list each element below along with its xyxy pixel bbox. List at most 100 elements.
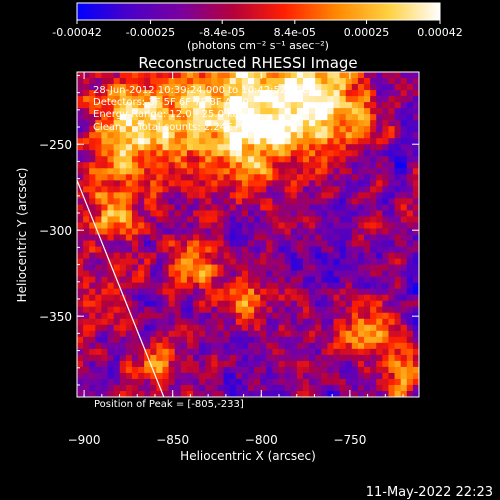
- heatmap-cell: [138, 354, 145, 362]
- heatmap-cell: [217, 114, 224, 121]
- heatmap-cell: [168, 168, 176, 175]
- heatmap-cell: [260, 288, 267, 296]
- heatmap-cell: [284, 318, 292, 326]
- heatmap-cell: [278, 264, 286, 272]
- heatmap-cell: [357, 348, 365, 356]
- heatmap-cell: [370, 384, 377, 392]
- heatmap-cell: [235, 360, 243, 368]
- heatmap-cell: [235, 126, 243, 133]
- heatmap-cell: [77, 252, 84, 259]
- heatmap-cell: [168, 384, 176, 392]
- heatmap-cell: [400, 372, 408, 380]
- heatmap-cell: [333, 114, 341, 121]
- heatmap-cell: [83, 126, 90, 133]
- heatmap-cell: [260, 156, 267, 163]
- heatmap-cell: [278, 246, 286, 253]
- heatmap-cell: [345, 168, 353, 175]
- heatmap-cell: [272, 384, 279, 392]
- heatmap-cell: [95, 384, 102, 392]
- heatmap-cell: [394, 162, 402, 169]
- heatmap-cell: [235, 138, 243, 145]
- colorbar-unit-label: (photons cm⁻² s⁻¹ asec⁻²): [187, 39, 329, 52]
- heatmap-cell: [406, 336, 414, 344]
- heatmap-cell: [382, 210, 389, 217]
- heatmap-cell: [327, 360, 334, 368]
- heatmap-cell: [119, 120, 127, 127]
- heatmap-cell: [382, 138, 389, 145]
- heatmap-cell: [150, 270, 157, 278]
- heatmap-cell: [77, 96, 84, 103]
- heatmap-cell: [272, 294, 279, 302]
- heatmap-cell: [113, 348, 121, 356]
- heatmap-cell: [272, 210, 279, 217]
- heatmap-cell: [174, 270, 182, 278]
- heatmap-cell: [266, 210, 273, 217]
- heatmap-cell: [193, 324, 200, 332]
- heatmap-cell: [186, 372, 194, 380]
- heatmap-cell: [339, 156, 347, 163]
- heatmap-cell: [211, 372, 218, 380]
- heatmap-cell: [77, 258, 84, 265]
- heatmap-cell: [89, 90, 96, 97]
- heatmap-cell: [284, 252, 292, 259]
- heatmap-cell: [278, 354, 286, 362]
- heatmap-cell: [138, 198, 145, 205]
- heatmap-cell: [406, 270, 414, 278]
- heatmap-cell: [248, 228, 255, 235]
- heatmap-cell: [327, 348, 334, 356]
- heatmap-cell: [333, 198, 341, 205]
- heatmap-cell: [223, 132, 231, 139]
- heatmap-cell: [119, 354, 127, 362]
- heatmap-cell: [351, 324, 359, 332]
- heatmap-cell: [290, 372, 298, 380]
- heatmap-cell: [351, 258, 359, 265]
- heatmap-cell: [113, 222, 121, 229]
- heatmap-cell: [223, 234, 231, 241]
- heatmap-cell: [254, 336, 261, 344]
- heatmap-cell: [376, 270, 383, 278]
- heatmap-cell: [388, 258, 395, 265]
- heatmap-cell: [174, 264, 182, 272]
- heatmap-cell: [364, 96, 371, 103]
- heatmap-cell: [376, 210, 383, 217]
- heatmap-cell: [89, 228, 96, 235]
- heatmap-cell: [309, 294, 316, 302]
- heatmap-cell: [89, 312, 96, 320]
- heatmap-cell: [83, 108, 90, 115]
- heatmap-cell: [229, 384, 237, 392]
- heatmap-cell: [272, 168, 279, 175]
- heatmap-cell: [180, 204, 188, 211]
- heatmap-cell: [138, 294, 145, 302]
- heatmap-cell: [248, 270, 255, 278]
- heatmap-cell: [309, 348, 316, 356]
- heatmap-cell: [315, 390, 322, 397]
- heatmap-cell: [290, 198, 298, 205]
- heatmap-cell: [315, 102, 322, 109]
- heatmap-cell: [95, 378, 102, 386]
- heatmap-cell: [254, 126, 261, 133]
- plot-frame: [76, 71, 420, 398]
- heatmap-cell: [339, 198, 347, 205]
- heatmap-cell: [144, 102, 151, 109]
- heatmap-cell: [174, 312, 182, 320]
- heatmap-cell: [77, 270, 84, 278]
- heatmap-cell: [406, 186, 414, 193]
- heatmap-cell: [95, 312, 102, 320]
- heatmap-cell: [278, 372, 286, 380]
- heatmap-cell: [138, 156, 145, 163]
- heatmap-cell: [364, 168, 371, 175]
- heatmap-cell: [125, 270, 133, 278]
- heatmap-cell: [382, 342, 389, 350]
- heatmap-cell: [156, 168, 163, 175]
- heatmap-cell: [199, 216, 206, 223]
- heatmap-cell: [388, 246, 395, 253]
- heatmap-cell: [229, 174, 237, 181]
- heatmap-cell: [180, 96, 188, 103]
- heatmap-cell: [113, 168, 121, 175]
- heatmap-cell: [125, 354, 133, 362]
- heatmap-cell: [333, 324, 341, 332]
- heatmap-cell: [333, 360, 341, 368]
- heatmap-cell: [119, 186, 127, 193]
- colorbar-tick-label: 8.4e-05: [274, 26, 316, 39]
- heatmap-cell: [83, 72, 90, 79]
